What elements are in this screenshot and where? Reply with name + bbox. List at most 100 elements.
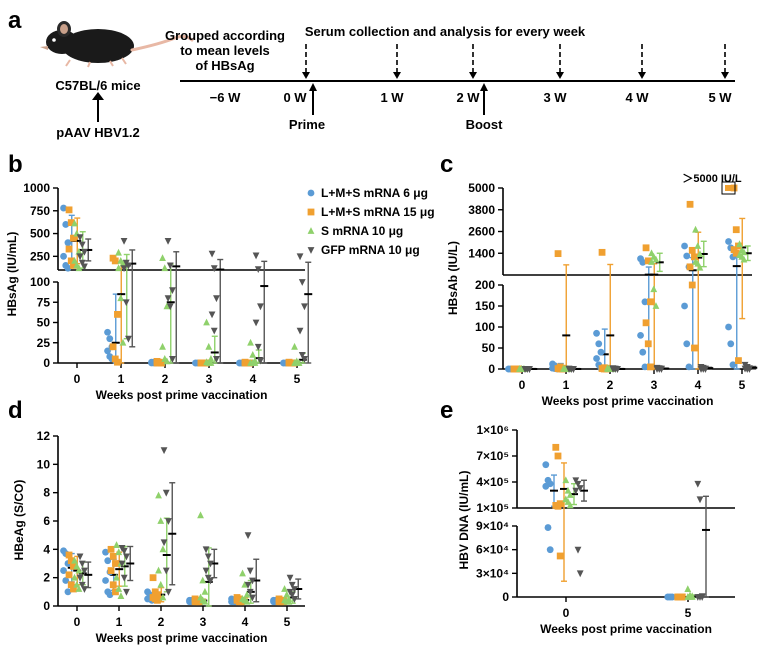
data-point — [554, 250, 562, 258]
data-point — [104, 557, 112, 565]
legend: L+M+S mRNA 6 μg L+M+S mRNA 15 μg S mRNA 10… — [307, 186, 435, 257]
data-point — [76, 253, 84, 261]
data-point — [115, 548, 123, 556]
data-point — [650, 285, 658, 293]
series-4 — [76, 447, 303, 603]
y-tick-label: 200 — [475, 278, 495, 292]
data-point — [668, 593, 676, 601]
data-point — [597, 348, 605, 356]
data-point — [647, 298, 654, 306]
y-tick-label: 1×10⁵ — [476, 501, 509, 515]
data-point — [688, 281, 696, 289]
boost-label: Boost — [466, 117, 504, 132]
y-tick-label: 3800 — [468, 203, 495, 217]
data-point — [644, 340, 652, 348]
data-point — [199, 576, 207, 584]
data-point — [288, 581, 296, 589]
data-point — [247, 338, 254, 346]
data-point — [207, 577, 214, 585]
data-point — [696, 250, 704, 258]
data-point — [729, 361, 737, 369]
data-point — [566, 491, 574, 498]
y-tick-label: 7×10⁵ — [476, 449, 509, 463]
data-point — [114, 358, 121, 366]
data-point — [691, 253, 698, 261]
data-point — [78, 241, 86, 249]
y-tick-label: 10 — [37, 457, 51, 471]
series-4 — [76, 234, 313, 365]
panel-e-letter: e — [440, 397, 453, 424]
panel-a-letter: a — [8, 7, 22, 34]
overflow-annotation: ＞5000 IU/L — [682, 173, 742, 185]
data-point — [652, 302, 660, 309]
panel-b: b 0 25 50 75 100 250 500 750 1000 0 1 2 3 4 5 HBsAg (IU/… — [5, 151, 313, 402]
boost-arrow-head — [480, 83, 488, 91]
data-point — [205, 342, 213, 350]
data-point — [291, 586, 298, 593]
y-tick-label: 1000 — [23, 181, 50, 195]
y-tick-label: 0 — [43, 599, 50, 613]
data-point — [281, 585, 288, 592]
mouse-label: C57BL/6 mice — [55, 78, 140, 93]
data-point — [254, 266, 262, 273]
data-point — [164, 237, 172, 245]
data-point — [107, 545, 115, 553]
timepoint-label: 2 W — [456, 90, 480, 105]
y-tick-label: 8 — [43, 486, 50, 500]
data-point — [62, 221, 70, 228]
data-point — [249, 594, 256, 602]
data-point — [162, 567, 170, 575]
data-point — [76, 553, 84, 561]
x-tick-label: 0 — [74, 615, 81, 629]
data-point — [149, 574, 157, 582]
y-tick-label: 500 — [30, 227, 50, 241]
data-point — [688, 593, 696, 600]
legend-label-4: GFP mRNA 10 μg — [321, 243, 420, 257]
collection-arrowhead — [721, 72, 729, 79]
injection-label: pAAV HBV1.2 — [56, 125, 140, 140]
data-point — [686, 263, 694, 271]
panel-c-letter: c — [440, 151, 453, 178]
data-point — [81, 586, 88, 593]
data-point — [114, 311, 121, 318]
data-point — [81, 248, 88, 256]
data-point — [165, 588, 172, 596]
data-point — [564, 486, 572, 494]
data-point — [159, 254, 166, 262]
data-point — [64, 588, 72, 596]
data-point — [75, 264, 83, 272]
data-point — [595, 340, 603, 348]
overflow-point — [725, 185, 732, 191]
data-point — [73, 580, 81, 588]
data-point — [542, 482, 550, 490]
data-point — [692, 225, 699, 233]
data-point — [683, 340, 691, 348]
y-tick-label: 6×10⁴ — [476, 543, 509, 557]
data-point — [154, 596, 161, 604]
data-point — [291, 596, 298, 603]
y-tick-label: 12 — [37, 429, 51, 443]
data-point — [642, 244, 650, 252]
y-tick-label: 100 — [30, 275, 50, 289]
data-point — [544, 524, 552, 531]
x-tick-label: 5 — [294, 372, 301, 386]
data-point — [109, 553, 117, 560]
data-point — [574, 480, 582, 488]
data-point — [213, 295, 220, 303]
data-point — [155, 566, 162, 574]
data-point — [691, 344, 698, 352]
data-point — [70, 562, 77, 570]
data-point — [102, 577, 109, 584]
collection-arrowhead — [302, 72, 310, 79]
data-point — [684, 585, 692, 593]
data-point — [122, 299, 130, 307]
data-point — [574, 546, 582, 554]
data-point — [570, 366, 577, 373]
grouped-label-2: to mean levels — [180, 43, 270, 58]
legend-marker-4 — [307, 247, 315, 254]
data-point — [196, 598, 203, 606]
data-point — [556, 552, 564, 560]
